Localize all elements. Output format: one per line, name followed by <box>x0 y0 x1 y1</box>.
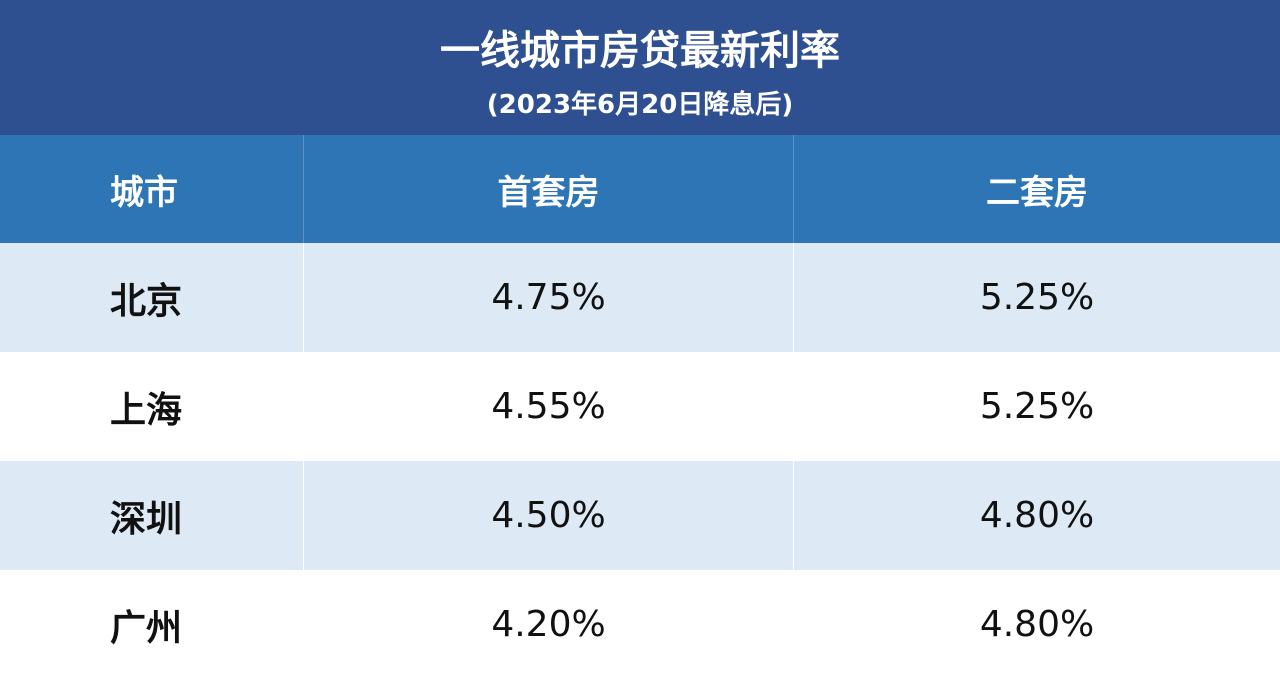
rate-cell: 4.80% <box>793 570 1280 679</box>
rate-cell: 4.50% <box>303 461 793 570</box>
table-body: 北京 4.75% 5.25% 上海 4.55% 5.25% 深圳 4.50% 4.80% 广州 4.… <box>0 243 1280 679</box>
column-header: 城市 <box>110 172 178 213</box>
city-cell: 广州 <box>110 607 183 649</box>
column-header: 首套房 <box>303 135 793 243</box>
column-header: 二套房 <box>793 135 1280 243</box>
rate-cell: 5.25% <box>793 352 1280 461</box>
city-cell: 上海 <box>110 389 183 431</box>
table: 城市 首套房 二套房 北京 4.75% 5.25% 上海 4.55% 5.25% 深圳 4.5… <box>0 135 1280 679</box>
banner: 一线城市房贷最新利率 (2023年6月20日降息后) <box>0 0 1280 135</box>
title: 一线城市房贷最新利率 <box>440 28 840 74</box>
rate-cell: 4.80% <box>793 461 1280 570</box>
rate-cell: 5.25% <box>793 243 1280 352</box>
rate-cell: 4.20% <box>303 570 793 679</box>
rate-cell: 4.75% <box>303 243 793 352</box>
table-row: 上海 4.55% 5.25% <box>0 352 1280 461</box>
table-row: 广州 4.20% 4.80% <box>0 570 1280 679</box>
city-cell: 深圳 <box>110 498 183 540</box>
table-row: 北京 4.75% 5.25% <box>0 243 1280 352</box>
table-row: 深圳 4.50% 4.80% <box>0 461 1280 570</box>
subtitle: (2023年6月20日降息后) <box>486 90 794 120</box>
header-row: 城市 首套房 二套房 <box>0 135 1280 243</box>
city-cell: 北京 <box>110 280 183 322</box>
rate-cell: 4.55% <box>303 352 793 461</box>
